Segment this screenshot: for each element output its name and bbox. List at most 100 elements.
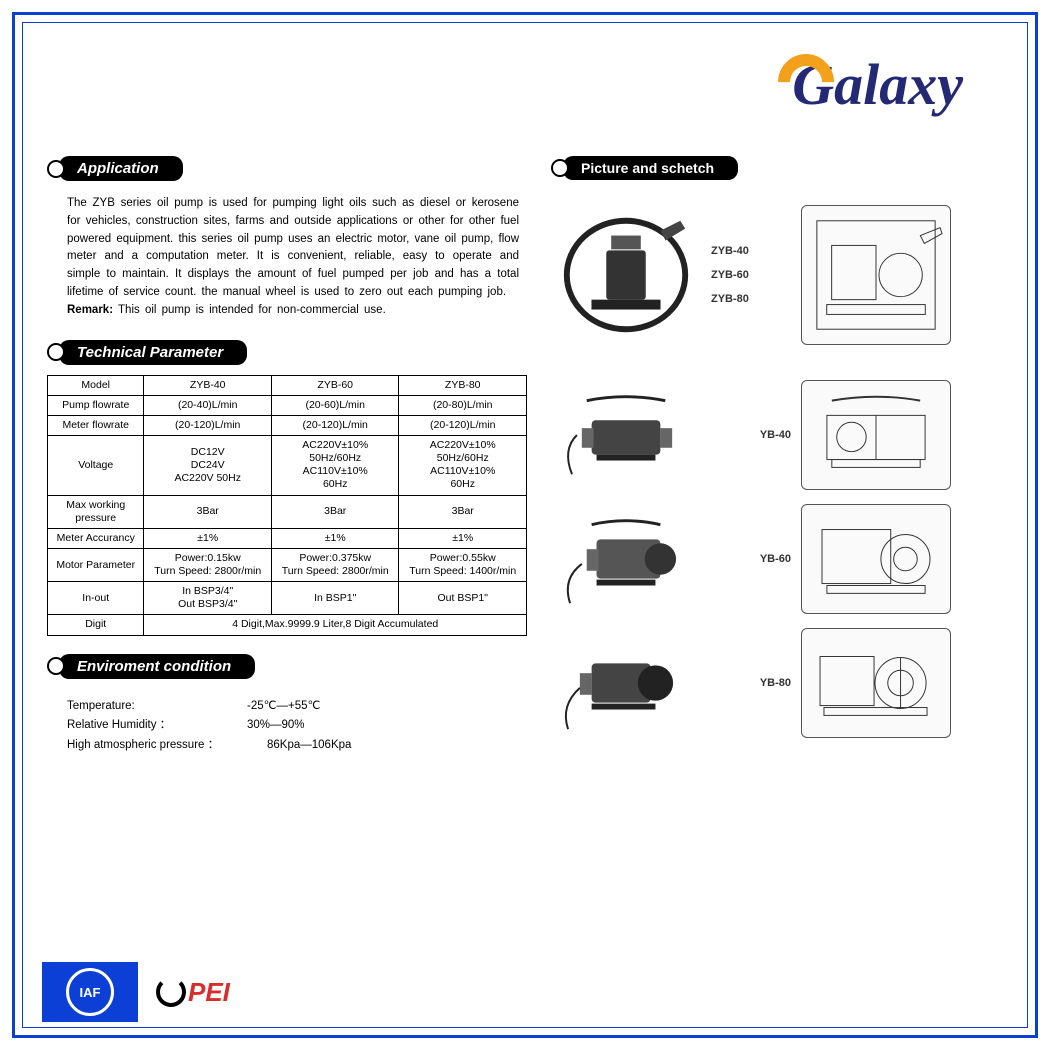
pump-sketch-icon [802, 629, 950, 737]
cell: (20-120)L/min [144, 415, 272, 435]
iaf-ring-icon: IAF [66, 968, 114, 1016]
cell: (20-60)L/min [271, 395, 399, 415]
cell: (20-120)L/min [271, 415, 399, 435]
cell: (20-80)L/min [399, 395, 527, 415]
yb40-sketch [801, 380, 951, 490]
pump-motor-icon [552, 629, 700, 737]
digit-value: 4 Digit,Max.9999.9 Liter,8 Digit Accumul… [144, 615, 527, 635]
application-body: The ZYB series oil pump is used for pump… [47, 191, 527, 332]
row-label: In-out [48, 582, 144, 615]
row-label: Pump flowrate [48, 395, 144, 415]
col-model: Model [48, 375, 144, 395]
cell: Power:0.55kwTurn Speed: 1400r/min [399, 548, 527, 581]
right-column: Picture and schetch ZYB-40 ZYB-60 [551, 148, 1003, 755]
technical-header: Technical Parameter [47, 340, 527, 365]
env-value: 30%—90% [247, 716, 305, 736]
yb60-sketch [801, 504, 951, 614]
cell: In BSP3/4"Out BSP3/4" [144, 582, 272, 615]
cell: AC220V±10%50Hz/60HzAC110V±10%60Hz [271, 436, 399, 496]
row-label: Max workingpressure [48, 495, 144, 528]
bullet-icon [551, 159, 569, 177]
zyb-photo [551, 200, 701, 350]
cell: 3Bar [144, 495, 272, 528]
env-value: -25℃—+55℃ [247, 697, 320, 717]
product-row-yb60: YB-60 [551, 504, 1003, 614]
pei-badge: PEI [156, 977, 230, 1008]
row-label: Motor Parameter [48, 548, 144, 581]
env-label: Relative Humidity ： [67, 716, 247, 736]
page-frame: Galaxy Application The ZYB series oil pu… [22, 22, 1028, 1028]
row-label: Meter flowrate [48, 415, 144, 435]
yb60-label: YB-60 [711, 547, 791, 571]
table-header-row: Model ZYB-40 ZYB-60 ZYB-80 [48, 375, 527, 395]
application-text: The ZYB series oil pump is used for pump… [67, 197, 519, 298]
application-header: Application [47, 156, 527, 181]
env-label: High atmospheric pressure ： [67, 736, 267, 756]
logo-area: Galaxy [47, 41, 1003, 148]
environment-title: Enviroment condition [59, 654, 255, 679]
iaf-badge: IAF [42, 962, 138, 1022]
cell: (20-40)L/min [144, 395, 272, 415]
zyb-sketch [801, 205, 951, 345]
bullet-icon [47, 657, 65, 675]
content-columns: Application The ZYB series oil pump is u… [47, 148, 1003, 755]
cell: 3Bar [399, 495, 527, 528]
cell: Power:0.375kwTurn Speed: 2800r/min [271, 548, 399, 581]
table-row: Meter Accurancy±1%±1%±1% [48, 528, 527, 548]
table-row: Pump flowrate(20-40)L/min(20-60)L/min(20… [48, 395, 527, 415]
product-row-yb40: YB-40 [551, 380, 1003, 490]
yb40-label: YB-40 [711, 423, 791, 447]
application-title: Application [59, 156, 183, 181]
pump-sketch-icon [802, 505, 950, 613]
galaxy-logo: Galaxy [778, 51, 963, 118]
bullet-icon [47, 160, 65, 178]
left-column: Application The ZYB series oil pump is u… [47, 148, 527, 755]
cell: ±1% [271, 528, 399, 548]
table-row: In-outIn BSP3/4"Out BSP3/4"In BSP1"Out B… [48, 582, 527, 615]
env-label: Temperature: [67, 697, 247, 717]
environment-list: Temperature: -25℃—+55℃ Relative Humidity… [47, 689, 527, 756]
table-row-digit: Digit 4 Digit,Max.9999.9 Liter,8 Digit A… [48, 615, 527, 635]
remark-text: This oil pump is intended for non-commer… [113, 304, 386, 316]
cell: ±1% [399, 528, 527, 548]
cell: 3Bar [271, 495, 399, 528]
cell: AC220V±10%50Hz/60HzAC110V±10%60Hz [399, 436, 527, 496]
cell: DC12VDC24VAC220V 50Hz [144, 436, 272, 496]
table-row: VoltageDC12VDC24VAC220V 50HzAC220V±10%50… [48, 436, 527, 496]
picture-title: Picture and schetch [563, 156, 738, 180]
yb40-photo [551, 380, 701, 490]
iaf-text: IAF [80, 985, 101, 1000]
pei-swirl-icon [156, 977, 186, 1007]
col-zyb40: ZYB-40 [144, 375, 272, 395]
remark-label: Remark: [67, 304, 113, 316]
col-zyb80: ZYB-80 [399, 375, 527, 395]
cell: Out BSP1" [399, 582, 527, 615]
digit-label: Digit [48, 615, 144, 635]
env-row: Relative Humidity ： 30%—90% [67, 716, 527, 736]
pump-motor-icon [552, 381, 700, 489]
env-row: Temperature: -25℃—+55℃ [67, 697, 527, 717]
certifications: IAF PEI [42, 962, 230, 1022]
pei-text: PEI [188, 977, 230, 1008]
env-row: High atmospheric pressure ： 86Kpa—106Kpa [67, 736, 527, 756]
row-label: Voltage [48, 436, 144, 496]
spec-table: Model ZYB-40 ZYB-60 ZYB-80 Pump flowrate… [47, 375, 527, 636]
env-value: 86Kpa—106Kpa [267, 736, 351, 756]
environment-header: Enviroment condition [47, 654, 527, 679]
table-row: Meter flowrate(20-120)L/min(20-120)L/min… [48, 415, 527, 435]
product-row-zyb: ZYB-40 ZYB-60 ZYB-80 [551, 200, 1003, 350]
row-label: Meter Accurancy [48, 528, 144, 548]
picture-header: Picture and schetch [551, 156, 1003, 180]
label-zyb80: ZYB-80 [711, 287, 791, 311]
yb80-sketch [801, 628, 951, 738]
pump-motor-icon [552, 505, 700, 613]
pump-assembly-icon [552, 201, 700, 349]
zyb-labels: ZYB-40 ZYB-60 ZYB-80 [711, 239, 791, 312]
cell: (20-120)L/min [399, 415, 527, 435]
label-zyb60: ZYB-60 [711, 263, 791, 287]
yb60-photo [551, 504, 701, 614]
table-row: Max workingpressure3Bar3Bar3Bar [48, 495, 527, 528]
yb80-label: YB-80 [711, 671, 791, 695]
technical-title: Technical Parameter [59, 340, 247, 365]
cell: Power:0.15kwTurn Speed: 2800r/min [144, 548, 272, 581]
